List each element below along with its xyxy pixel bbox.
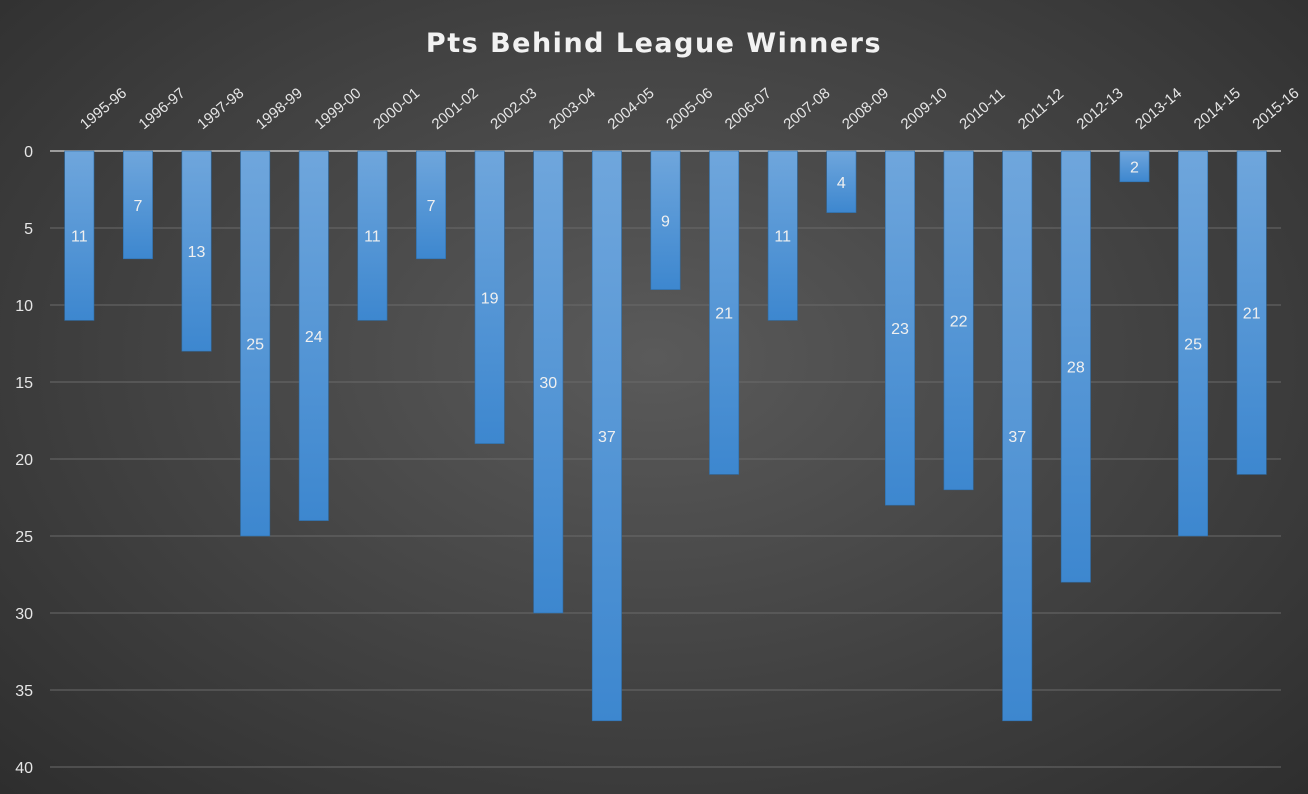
bar (122, 150, 153, 260)
x-category-label: 1996-97 (136, 85, 189, 133)
x-category-label: 2008-09 (839, 85, 892, 133)
data-label: 7 (427, 198, 436, 215)
x-category-label: 2006-07 (722, 85, 775, 133)
data-label: 9 (661, 213, 670, 230)
y-tick-label: 10 (15, 298, 33, 315)
x-category-label: 1998-99 (253, 85, 306, 133)
y-tick-label: 15 (15, 375, 33, 392)
bar (767, 150, 798, 321)
y-tick-label: 20 (15, 452, 33, 469)
data-label: 37 (1008, 429, 1026, 446)
bar (1002, 150, 1033, 722)
bar (709, 150, 740, 475)
data-label: 7 (133, 198, 142, 215)
y-tick-label: 40 (15, 760, 33, 777)
data-label: 28 (1067, 360, 1085, 377)
y-tick-label: 35 (15, 683, 33, 700)
data-labels: 11 7 13 25 24 11 7 19 30 37 9 21 11 4 23 22 37 28 2 25 21 (71, 159, 1261, 446)
x-category-label: 2007-08 (780, 85, 833, 133)
y-tick-label: 30 (15, 606, 33, 623)
x-category-label: 2005-06 (663, 85, 716, 133)
data-label: 22 (950, 313, 968, 330)
bar (1178, 150, 1209, 537)
x-category-label: 2011-12 (1015, 85, 1067, 133)
data-label: 2 (1130, 159, 1139, 176)
bar (826, 150, 857, 213)
bar (591, 150, 622, 722)
data-label: 11 (71, 229, 88, 246)
x-category-label: 2000-01 (370, 85, 423, 133)
y-tick-label: 25 (15, 529, 33, 546)
data-label: 13 (188, 244, 206, 261)
x-axis-categories: 1995-96 1996-97 1997-98 1998-99 1999-00 2000-… (77, 85, 1302, 133)
x-category-label: 2002-03 (487, 85, 540, 133)
x-category-label: 2004-05 (605, 85, 658, 133)
data-label: 25 (1184, 337, 1202, 354)
bar (1236, 150, 1267, 475)
x-category-label: 2001-02 (429, 85, 482, 133)
bar (1060, 150, 1091, 583)
data-label: 4 (837, 175, 846, 192)
bar (181, 150, 212, 352)
data-label: 11 (774, 229, 791, 246)
x-category-label: 1999-00 (311, 85, 364, 133)
bar (357, 150, 388, 321)
x-category-label: 2013-14 (1132, 85, 1185, 133)
data-label: 25 (246, 337, 264, 354)
bar (64, 150, 95, 321)
bar (650, 150, 681, 290)
data-label: 30 (539, 375, 557, 392)
data-label: 24 (305, 329, 323, 346)
data-label: 23 (891, 321, 909, 338)
x-category-label: 2009-10 (898, 85, 951, 133)
bar (533, 150, 564, 614)
data-label: 21 (1243, 306, 1261, 323)
bar (240, 150, 271, 537)
chart-title: Pts Behind League Winners (426, 28, 882, 59)
y-tick-label: 5 (24, 221, 33, 238)
bars (64, 150, 1267, 722)
x-category-label: 2010-11 (956, 85, 1008, 133)
x-category-label: 1995-96 (77, 85, 130, 133)
x-category-label: 2015-16 (1249, 85, 1302, 133)
bar (943, 150, 974, 491)
bar (474, 150, 505, 444)
x-category-label: 2014-15 (1191, 85, 1244, 133)
x-category-label: 1997-98 (194, 85, 247, 133)
data-label: 21 (715, 306, 733, 323)
y-tick-label: 0 (24, 144, 33, 161)
x-category-label: 2003-04 (546, 85, 599, 133)
bar (885, 150, 915, 506)
data-label: 11 (364, 229, 381, 246)
bar (298, 150, 329, 521)
bar (416, 150, 446, 260)
y-axis-ticks: 0 5 10 15 20 25 30 35 40 (15, 144, 33, 777)
x-category-label: 2012-13 (1073, 85, 1126, 133)
data-label: 19 (481, 290, 499, 307)
data-label: 37 (598, 429, 616, 446)
bar (1119, 150, 1150, 183)
